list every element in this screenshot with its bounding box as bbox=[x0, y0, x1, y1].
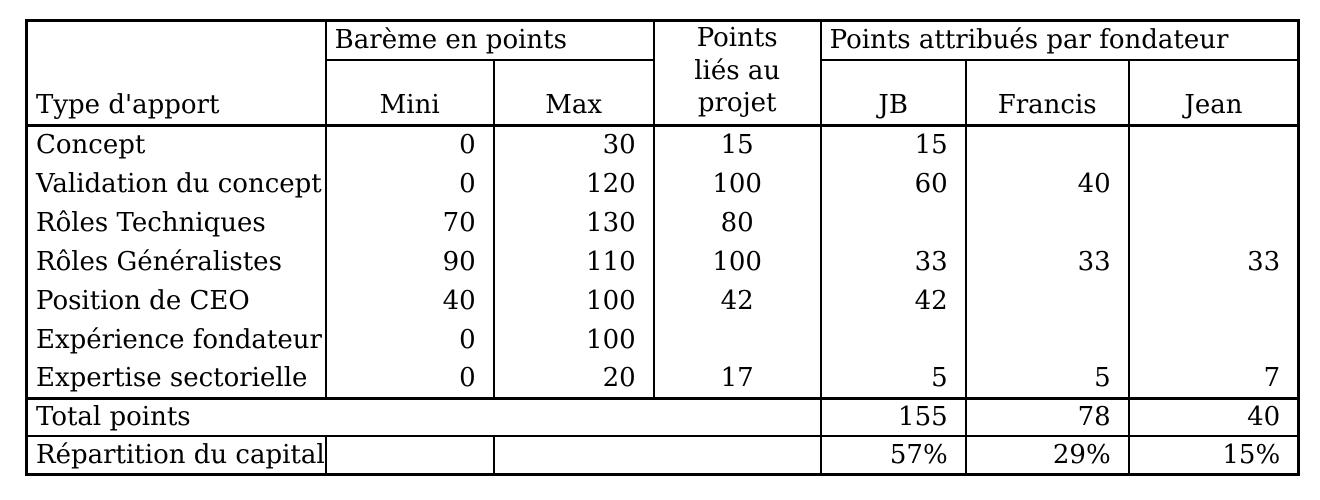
header-founder-jean: Jean bbox=[1128, 59, 1299, 127]
table-row: Validation du concept 0 120 100 60 40 bbox=[26, 164, 1299, 203]
cell-jb bbox=[820, 203, 967, 242]
table-row: Position de CEO 40 100 42 42 bbox=[26, 281, 1299, 320]
cell-points bbox=[653, 320, 822, 359]
row-label: Rôles Techniques bbox=[26, 203, 327, 242]
cell-jb: 60 bbox=[820, 164, 967, 203]
cell-jean bbox=[1129, 203, 1299, 242]
total-jean: 40 bbox=[1128, 396, 1299, 437]
total-francis: 78 bbox=[965, 396, 1130, 437]
cell-francis: 5 bbox=[965, 359, 1130, 398]
header-group-bareme: Barème en points bbox=[325, 20, 655, 61]
cell-max: 20 bbox=[493, 359, 655, 398]
cell-mini: 0 bbox=[325, 320, 495, 359]
cell-points: 80 bbox=[653, 203, 822, 242]
row-label: Validation du concept bbox=[26, 164, 327, 203]
total-row: Total points 155 78 40 bbox=[26, 396, 1299, 437]
cell-max: 120 bbox=[493, 164, 655, 203]
cell-jean bbox=[1129, 164, 1299, 203]
table-row: Concept 0 30 15 15 bbox=[26, 125, 1299, 164]
cell-points: 17 bbox=[653, 359, 822, 398]
table-row: Expérience fondateur 0 100 bbox=[26, 320, 1299, 359]
row-label: Concept bbox=[26, 125, 327, 164]
repartition-row: Répartition du capital 57% 29% 15% bbox=[26, 436, 1299, 474]
row-label: Position de CEO bbox=[26, 281, 327, 320]
cell-mini: 0 bbox=[325, 359, 495, 398]
cell-jb bbox=[820, 320, 967, 359]
cell-jb: 15 bbox=[820, 125, 967, 164]
total-jb: 155 bbox=[820, 396, 967, 437]
cell-francis bbox=[965, 281, 1130, 320]
cell-max: 110 bbox=[493, 242, 655, 281]
cell-jb: 5 bbox=[820, 359, 967, 398]
cell-jean bbox=[1129, 125, 1299, 164]
cell-jb: 42 bbox=[820, 281, 967, 320]
header-row-groups: Type d'apport Barème en points Points li… bbox=[26, 20, 1299, 127]
cell-mini: 90 bbox=[325, 242, 495, 281]
row-label: Expérience fondateur bbox=[26, 320, 327, 359]
cell-jean bbox=[1129, 281, 1299, 320]
cell-points: 42 bbox=[653, 281, 822, 320]
cell-max: 130 bbox=[493, 203, 655, 242]
header-type-apport: Type d'apport bbox=[26, 20, 327, 127]
row-label: Rôles Généralistes bbox=[26, 242, 327, 281]
repartition-label: Répartition du capital bbox=[26, 436, 327, 474]
repartition-empty-max-points bbox=[493, 436, 822, 474]
total-label: Total points bbox=[26, 396, 822, 437]
cell-francis bbox=[965, 203, 1130, 242]
header-founder-francis: Francis bbox=[965, 59, 1130, 127]
cell-points: 15 bbox=[653, 125, 822, 164]
cell-max: 100 bbox=[493, 320, 655, 359]
cell-points: 100 bbox=[653, 164, 822, 203]
header-row-columns: Mini Max JB Francis Jean bbox=[27, 59, 1299, 127]
cell-max: 100 bbox=[493, 281, 655, 320]
header-group-fondateur: Points attribués par fondateur bbox=[820, 20, 1299, 61]
repartition-empty-mini bbox=[325, 436, 495, 474]
cell-francis: 33 bbox=[965, 242, 1130, 281]
table-row: Rôles Généralistes 90 110 100 33 33 33 bbox=[26, 242, 1299, 281]
equity-points-table-wrap: Type d'apport Barème en points Points li… bbox=[25, 19, 1301, 476]
cell-mini: 0 bbox=[325, 125, 495, 164]
cell-mini: 0 bbox=[325, 164, 495, 203]
cell-jean: 7 bbox=[1263, 362, 1281, 393]
cell-francis bbox=[965, 320, 1130, 359]
cell-francis bbox=[965, 125, 1130, 164]
cell-points: 100 bbox=[653, 242, 822, 281]
repartition-jb: 57% bbox=[820, 436, 967, 474]
cell-jb: 33 bbox=[820, 242, 967, 281]
cell-mini: 70 bbox=[325, 203, 495, 242]
cell-jean: 33 bbox=[1247, 246, 1281, 277]
cell-mini: 40 bbox=[325, 281, 495, 320]
cell-jean bbox=[1129, 320, 1299, 359]
cell-francis: 40 bbox=[965, 164, 1130, 203]
table-row: Rôles Techniques 70 130 80 bbox=[26, 203, 1299, 242]
header-mini: Mini bbox=[325, 59, 495, 127]
repartition-jean: 15% bbox=[1222, 439, 1281, 470]
repartition-francis: 29% bbox=[965, 436, 1130, 474]
row-label: Expertise sectorielle bbox=[26, 359, 327, 398]
header-points-projet: Points liés au projet bbox=[653, 20, 822, 127]
cell-max: 30 bbox=[493, 125, 655, 164]
header-founder-jb: JB bbox=[820, 59, 967, 127]
table-row: Expertise sectorielle 0 20 17 5 5 7 bbox=[26, 359, 1299, 398]
header-max: Max bbox=[493, 59, 655, 127]
equity-points-table: Type d'apport Barème en points Points li… bbox=[25, 19, 1301, 476]
